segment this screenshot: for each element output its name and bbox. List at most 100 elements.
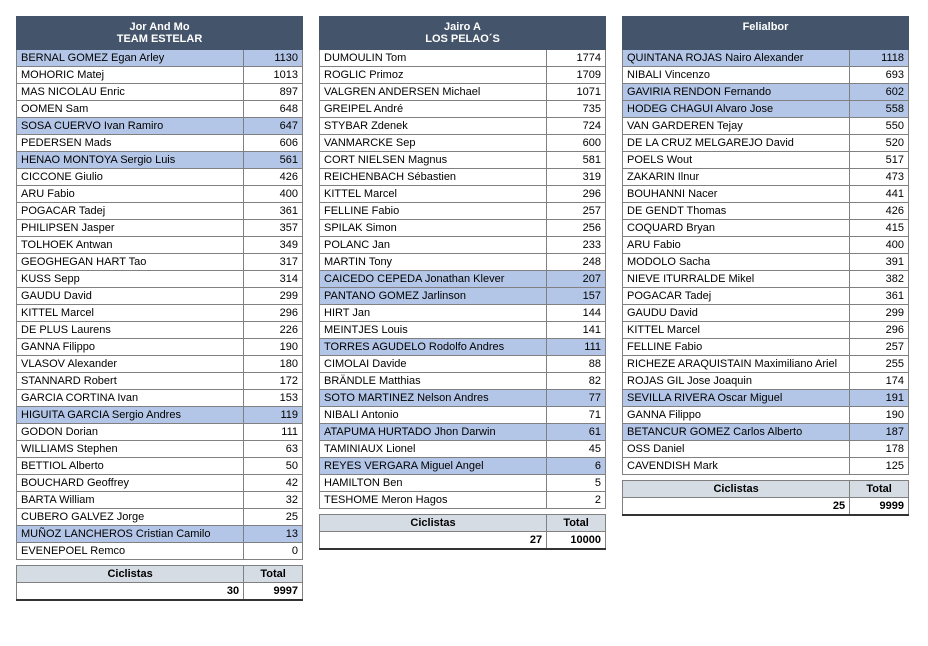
table-row: PHILIPSEN Jasper357: [17, 220, 303, 237]
rider-points: 63: [244, 441, 303, 458]
table-row: VAN GARDEREN Tejay550: [623, 118, 909, 135]
rider-name: SOSA CUERVO Ivan Ramiro: [17, 118, 244, 135]
table-row: BOUCHARD Geoffrey42: [17, 475, 303, 492]
rider-name: NIBALI Antonio: [320, 407, 547, 424]
rider-name: CIMOLAI Davide: [320, 356, 547, 373]
rider-points: 190: [850, 407, 909, 424]
team-table: Felialbor QUINTANA ROJAS Nairo Alexander…: [622, 16, 909, 516]
table-row: WILLIAMS Stephen63: [17, 441, 303, 458]
table-row: CIMOLAI Davide88: [320, 356, 606, 373]
rider-points: 581: [547, 152, 606, 169]
rider-points: 255: [850, 356, 909, 373]
rider-name: REICHENBACH Sébastien: [320, 169, 547, 186]
team-column-3: Felialbor QUINTANA ROJAS Nairo Alexander…: [622, 16, 909, 601]
table-row: STANNARD Robert172: [17, 373, 303, 390]
table-row: PEDERSEN Mads606: [17, 135, 303, 152]
rider-name: OOMEN Sam: [17, 101, 244, 118]
rider-name: MAS NICOLAU Enric: [17, 84, 244, 101]
rider-points: 1130: [244, 50, 303, 67]
rider-points: 550: [850, 118, 909, 135]
table-row: DUMOULIN Tom1774: [320, 50, 606, 67]
rider-name: EVENEPOEL Remco: [17, 543, 244, 560]
rider-name: MARTIN Tony: [320, 254, 547, 271]
summary-label-ciclistas: Ciclistas: [17, 566, 244, 583]
table-row: TESHOME Meron Hagos2: [320, 492, 606, 509]
team-owner: Jairo A: [324, 21, 601, 33]
rider-name: STANNARD Robert: [17, 373, 244, 390]
table-row: REYES VERGARA Miguel Angel6: [320, 458, 606, 475]
table-row: ZAKARIN Ilnur473: [623, 169, 909, 186]
table-row: COQUARD Bryan415: [623, 220, 909, 237]
rider-points: 257: [850, 339, 909, 356]
table-row: OOMEN Sam648: [17, 101, 303, 118]
rider-points: 153: [244, 390, 303, 407]
rider-name: VLASOV Alexander: [17, 356, 244, 373]
rider-points: 897: [244, 84, 303, 101]
rider-name: PHILIPSEN Jasper: [17, 220, 244, 237]
rider-name: BOUCHARD Geoffrey: [17, 475, 244, 492]
table-row: POGACAR Tadej361: [623, 288, 909, 305]
rider-points: 400: [244, 186, 303, 203]
table-row: ROGLIC Primoz1709: [320, 67, 606, 84]
table-row: GAUDU David299: [623, 305, 909, 322]
rider-points: 180: [244, 356, 303, 373]
rider-name: HENAO MONTOYA Sergio Luis: [17, 152, 244, 169]
table-row: MUÑOZ LANCHEROS Cristian Camilo13: [17, 526, 303, 543]
rider-points: 0: [244, 543, 303, 560]
rider-points: 1013: [244, 67, 303, 84]
rider-name: GARCIA CORTINA Ivan: [17, 390, 244, 407]
rider-name: HODEG CHAGUI Alvaro Jose: [623, 101, 850, 118]
rider-name: MODOLO Sacha: [623, 254, 850, 271]
rider-name: POELS Wout: [623, 152, 850, 169]
rider-name: BOUHANNI Nacer: [623, 186, 850, 203]
team-header: Felialbor: [623, 17, 909, 50]
rider-name: ZAKARIN Ilnur: [623, 169, 850, 186]
table-row: GODON Dorian111: [17, 424, 303, 441]
table-row: RICHEZE ARAQUISTAIN Maximiliano Ariel255: [623, 356, 909, 373]
rider-points: 317: [244, 254, 303, 271]
rider-name: BRÄNDLE Matthias: [320, 373, 547, 390]
rider-points: 45: [547, 441, 606, 458]
rider-name: BETTIOL Alberto: [17, 458, 244, 475]
rider-points: 415: [850, 220, 909, 237]
table-row: KITTEL Marcel296: [623, 322, 909, 339]
rider-name: GREIPEL André: [320, 101, 547, 118]
table-row: FELLINE Fabio257: [320, 203, 606, 220]
rider-points: 178: [850, 441, 909, 458]
table-row: NIEVE ITURRALDE Mikel382: [623, 271, 909, 288]
rider-name: KITTEL Marcel: [623, 322, 850, 339]
rider-name: CAICEDO CEPEDA Jonathan Klever: [320, 271, 547, 288]
rider-name: OSS Daniel: [623, 441, 850, 458]
rider-points: 517: [850, 152, 909, 169]
rider-name: ROGLIC Primoz: [320, 67, 547, 84]
rider-name: ARU Fabio: [17, 186, 244, 203]
table-row: TOLHOEK Antwan349: [17, 237, 303, 254]
summary-label-ciclistas: Ciclistas: [320, 515, 547, 532]
rider-points: 314: [244, 271, 303, 288]
table-row: SOSA CUERVO Ivan Ramiro647: [17, 118, 303, 135]
table-row: NIBALI Antonio71: [320, 407, 606, 424]
table-row: GANNA Filippo190: [17, 339, 303, 356]
summary-total: 9999: [850, 498, 909, 516]
rider-name: ATAPUMA HURTADO Jhon Darwin: [320, 424, 547, 441]
team-name: LOS PELAO´S: [324, 33, 601, 45]
rider-points: 207: [547, 271, 606, 288]
rider-points: 125: [850, 458, 909, 475]
rider-name: POGACAR Tadej: [623, 288, 850, 305]
table-row: DE LA CRUZ MELGAREJO David520: [623, 135, 909, 152]
table-row: REICHENBACH Sébastien319: [320, 169, 606, 186]
table-row: MODOLO Sacha391: [623, 254, 909, 271]
table-row: POGACAR Tadej361: [17, 203, 303, 220]
table-row: BETTIOL Alberto50: [17, 458, 303, 475]
table-row: EVENEPOEL Remco0: [17, 543, 303, 560]
rider-points: 296: [547, 186, 606, 203]
rider-name: KUSS Sepp: [17, 271, 244, 288]
team-column-2: Jairo ALOS PELAO´S DUMOULIN Tom1774ROGLIC…: [319, 16, 606, 601]
rider-name: HAMILTON Ben: [320, 475, 547, 492]
rider-name: TOLHOEK Antwan: [17, 237, 244, 254]
table-row: NIBALI Vincenzo693: [623, 67, 909, 84]
rider-points: 391: [850, 254, 909, 271]
rider-name: CICCONE Giulio: [17, 169, 244, 186]
rider-name: VANMARCKE Sep: [320, 135, 547, 152]
rider-points: 600: [547, 135, 606, 152]
